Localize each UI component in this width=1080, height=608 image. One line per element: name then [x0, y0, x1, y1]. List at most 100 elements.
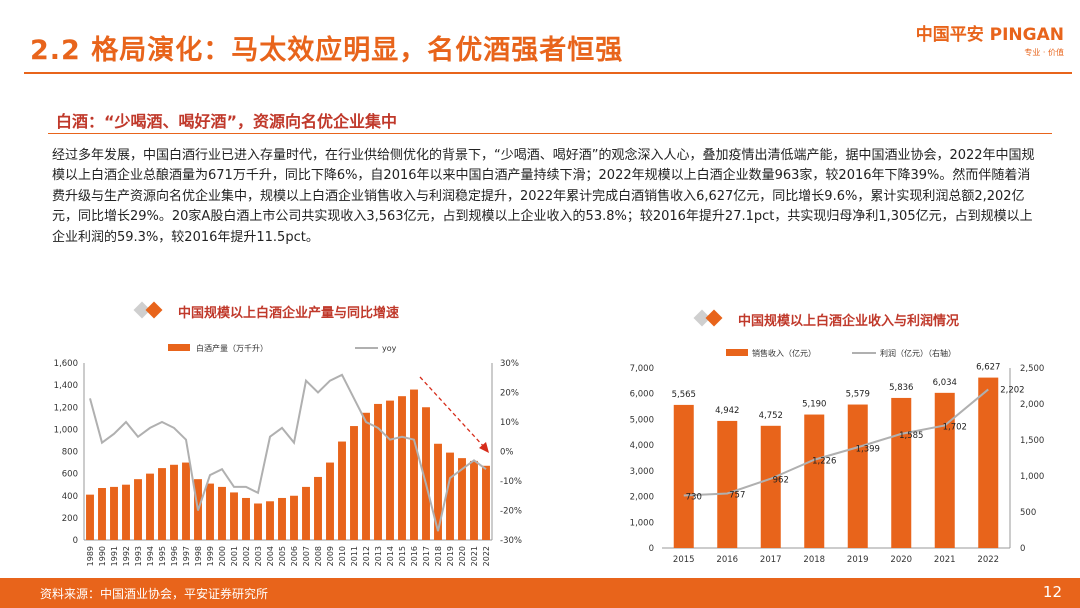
right-axis-tick: 30% — [500, 359, 519, 369]
left-axis-tick: 3,000 — [630, 467, 654, 477]
right-axis-tick: 0 — [1020, 544, 1025, 554]
legend-swatch-production — [168, 344, 190, 351]
subtitle-divider — [48, 133, 1052, 134]
legend-label-yoy: yoy — [382, 344, 397, 353]
chart1-svg: 白酒产量（万千升） yoy 0 200 400 600 800 1,000 1,200 1,400… — [54, 343, 522, 566]
production-bar — [314, 476, 322, 540]
x-axis-tick: 2015 — [673, 555, 695, 565]
x-axis-tick: 1995 — [158, 546, 167, 566]
production-bar — [434, 443, 442, 540]
yoy-line — [89, 373, 487, 532]
revenue-bar — [760, 425, 781, 548]
right-axis-tick: 20% — [500, 389, 519, 399]
chart1-title: 中国规模以上白酒企业产量与同比增速 — [178, 306, 400, 321]
x-axis-tick: 1992 — [122, 546, 131, 566]
production-bar — [338, 441, 346, 540]
revenue-data-label: 5,836 — [889, 383, 913, 393]
source-note: 资料来源：中国酒业协会，平安证券研究所 — [40, 587, 269, 601]
chart2-svg: 销售收入（亿元） 利润（亿元）（右轴） 0 1,000 2,000 3,000 4,000 5… — [630, 348, 1044, 565]
logo-slogan: 专业 · 价值 — [1024, 48, 1064, 57]
profit-line — [683, 388, 989, 497]
production-bar — [158, 468, 166, 540]
revenue-bar — [804, 414, 825, 548]
x-axis-tick: 1997 — [182, 546, 191, 566]
x-axis-tick: 2017 — [422, 546, 431, 566]
revenue-bar — [673, 404, 694, 548]
right-axis-tick: -30% — [500, 536, 522, 546]
x-axis-tick: 2021 — [934, 555, 956, 565]
revenue-bar — [847, 404, 868, 548]
legend-label-production: 白酒产量（万千升） — [196, 343, 268, 353]
x-axis-tick: 2000 — [218, 546, 227, 566]
revenue-data-label: 6,627 — [976, 363, 1000, 373]
x-axis-tick: 1991 — [110, 546, 119, 566]
x-axis-tick: 2004 — [266, 546, 275, 566]
left-axis-tick: 4,000 — [630, 441, 654, 451]
revenue-data-label: 4,752 — [759, 411, 783, 421]
left-axis-tick: 1,400 — [54, 381, 78, 391]
x-axis-tick: 2022 — [482, 546, 491, 566]
production-bar — [110, 486, 118, 540]
production-bar — [386, 400, 394, 540]
production-bar — [374, 403, 382, 540]
x-axis-tick: 2017 — [760, 555, 782, 565]
left-axis-tick: 1,000 — [630, 518, 654, 528]
trend-arrow-line — [419, 376, 486, 449]
page-title: 2.2 格局演化：马太效应明显，名优酒强者恒强 — [30, 35, 624, 66]
production-bar — [290, 495, 298, 540]
page-number: 12 — [1042, 583, 1062, 601]
left-axis-tick: 7,000 — [630, 364, 654, 374]
section-subtitle: 白酒：“少喝酒、喝好酒”，资源向名优企业集中 — [56, 112, 398, 131]
x-axis-tick: 2012 — [362, 546, 371, 566]
x-axis-tick: 2013 — [374, 546, 383, 566]
x-axis-tick: 1998 — [194, 546, 203, 566]
left-axis-tick: 2,000 — [630, 493, 654, 503]
revenue-data-label: 5,579 — [846, 390, 870, 400]
right-axis-tick: -20% — [500, 507, 522, 517]
production-bar — [398, 396, 406, 540]
right-axis-tick: 2,000 — [1020, 400, 1044, 410]
x-axis-tick: 1990 — [98, 546, 107, 566]
left-axis-tick: 800 — [62, 448, 78, 458]
x-axis-tick: 2001 — [230, 546, 239, 566]
production-bar — [230, 492, 238, 540]
x-axis-tick: 2014 — [386, 546, 395, 566]
x-axis-tick: 2002 — [242, 546, 251, 566]
x-axis-tick: 2020 — [890, 555, 912, 565]
right-axis-tick: 500 — [1020, 508, 1036, 518]
production-bar — [278, 497, 286, 540]
x-axis-tick: 2016 — [410, 546, 419, 566]
chart1-marker — [133, 301, 168, 319]
right-axis-tick: 1,000 — [1020, 472, 1044, 482]
production-bar — [302, 486, 310, 540]
x-axis-tick: 2015 — [398, 546, 407, 566]
x-axis-tick: 1996 — [170, 546, 179, 566]
profit-data-label: 962 — [773, 476, 789, 486]
production-bar — [218, 486, 226, 540]
profit-data-label: 1,226 — [812, 457, 836, 467]
left-axis-tick: 200 — [62, 514, 78, 524]
left-axis-tick: 1,600 — [54, 359, 78, 369]
left-axis-tick: 1,000 — [54, 425, 78, 435]
x-axis-tick: 1993 — [134, 546, 143, 566]
production-bar — [326, 462, 334, 540]
production-bar — [182, 462, 190, 540]
production-bar — [350, 426, 358, 540]
production-bar — [242, 497, 250, 540]
x-axis-tick: 2010 — [338, 546, 347, 566]
footer-bar: 资料来源：中国酒业协会，平安证券研究所 12 — [0, 578, 1080, 608]
profit-data-label: 2,202 — [1000, 385, 1024, 395]
body-paragraph: 经过多年发展，中国白酒行业已进入存量时代，在行业供给侧优化的背景下，“少喝酒、喝… — [52, 148, 1035, 245]
revenue-bar — [717, 420, 738, 548]
x-axis-tick: 2009 — [326, 546, 335, 566]
production-bar — [482, 465, 490, 540]
x-axis-tick: 2018 — [803, 555, 825, 565]
production-bar — [266, 501, 274, 540]
profit-data-label: 1,399 — [856, 444, 880, 454]
x-axis-tick: 2018 — [434, 546, 443, 566]
production-bar — [422, 407, 430, 540]
logo-text: 中国平安 PINGAN — [915, 25, 1064, 45]
revenue-data-label: 5,565 — [672, 390, 696, 400]
revenue-bar — [934, 392, 955, 548]
left-axis-tick: 400 — [62, 492, 78, 502]
